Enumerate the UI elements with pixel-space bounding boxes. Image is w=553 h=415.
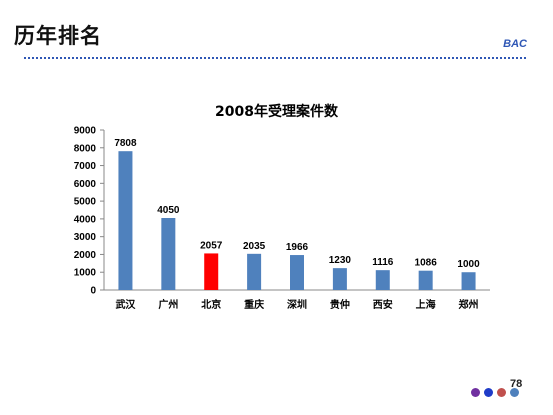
bar-0	[118, 151, 133, 290]
title-divider	[24, 57, 526, 59]
data-label-5: 1230	[329, 255, 352, 266]
brand-logo-text: BAC	[503, 38, 527, 50]
y-axis-ticks: 0 1000 2000 3000 4000 5000 6000 7000 8000 9000	[74, 126, 104, 297]
bar-3	[247, 253, 262, 290]
x-tick-label: 郑州	[459, 298, 479, 311]
x-tick-label: 西安	[373, 298, 393, 311]
y-tick-label: 5000	[74, 197, 97, 208]
x-tick-label: 贵仲	[330, 298, 350, 311]
data-label-3: 2035	[243, 241, 266, 252]
x-axis-labels: 武汉 广州 北京 重庆 深圳 贵仲 西安 上海 郑州	[115, 298, 478, 311]
decorative-dot	[510, 388, 519, 397]
page-number: 78	[510, 378, 523, 390]
decorative-dot	[497, 388, 506, 397]
x-tick-label: 重庆	[244, 298, 264, 311]
bar-7	[418, 270, 433, 290]
bar-5	[332, 268, 347, 290]
chart-bars	[118, 151, 476, 290]
y-tick-label: 8000	[74, 143, 97, 154]
y-tick-label: 1000	[74, 268, 97, 279]
bar-4	[290, 255, 304, 290]
x-tick-label: 武汉	[115, 298, 136, 311]
chart-data-labels: 7808 4050 2057 2035 1966 1230 1116 1086 1000	[114, 138, 480, 270]
data-label-4: 1966	[286, 242, 309, 253]
y-tick-label: 0	[90, 286, 96, 297]
bar-6	[375, 270, 390, 290]
data-label-7: 1086	[415, 258, 438, 269]
decorative-dot	[484, 388, 493, 397]
bar-8	[461, 272, 476, 290]
slide-title: 历年排名	[14, 23, 102, 48]
y-tick-label: 7000	[74, 161, 97, 172]
decorative-dots	[471, 388, 519, 397]
bar-2	[204, 253, 219, 290]
x-tick-label: 北京	[201, 298, 221, 311]
y-tick-label: 4000	[74, 214, 97, 225]
data-label-6: 1116	[372, 257, 394, 268]
decorative-dot	[471, 388, 480, 397]
data-label-0: 7808	[114, 138, 137, 149]
y-tick-label: 2000	[74, 250, 97, 261]
data-label-1: 4050	[157, 205, 180, 216]
y-tick-label: 6000	[74, 179, 97, 190]
bar-1	[161, 218, 176, 290]
y-tick-label: 9000	[74, 126, 97, 137]
data-label-8: 1000	[457, 259, 480, 270]
y-tick-label: 3000	[74, 232, 97, 243]
x-tick-label: 深圳	[287, 298, 307, 311]
x-tick-label: 上海	[416, 298, 436, 311]
x-tick-label: 广州	[158, 298, 178, 311]
chart-title: 2008年受理案件数	[215, 104, 338, 120]
data-label-2: 2057	[200, 240, 223, 251]
